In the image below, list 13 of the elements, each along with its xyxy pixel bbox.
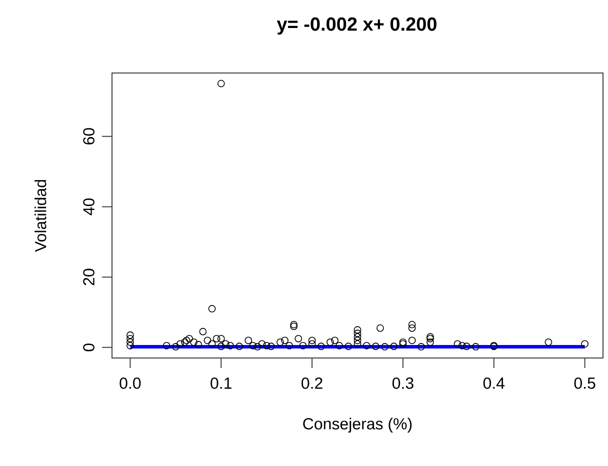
x-tick-label: 0.5 (574, 378, 596, 389)
x-tick-label: 0.1 (210, 378, 232, 389)
y-axis-title: Volatilidad (34, 180, 46, 252)
chart-title: y= -0.002 x+ 0.200 (276, 17, 436, 35)
x-tick-label: 0.4 (483, 378, 505, 389)
x-axis-title: Consejeras (%) (303, 418, 412, 433)
x-tick-label: 0.3 (392, 378, 414, 389)
y-tick-label: 20 (83, 268, 94, 286)
x-tick-label: 0.0 (120, 378, 141, 389)
x-tick-label: 0.2 (302, 378, 322, 389)
y-tick-label: 60 (83, 128, 94, 144)
y-tick-label: 0 (83, 344, 94, 352)
y-tick-label: 40 (83, 198, 94, 216)
